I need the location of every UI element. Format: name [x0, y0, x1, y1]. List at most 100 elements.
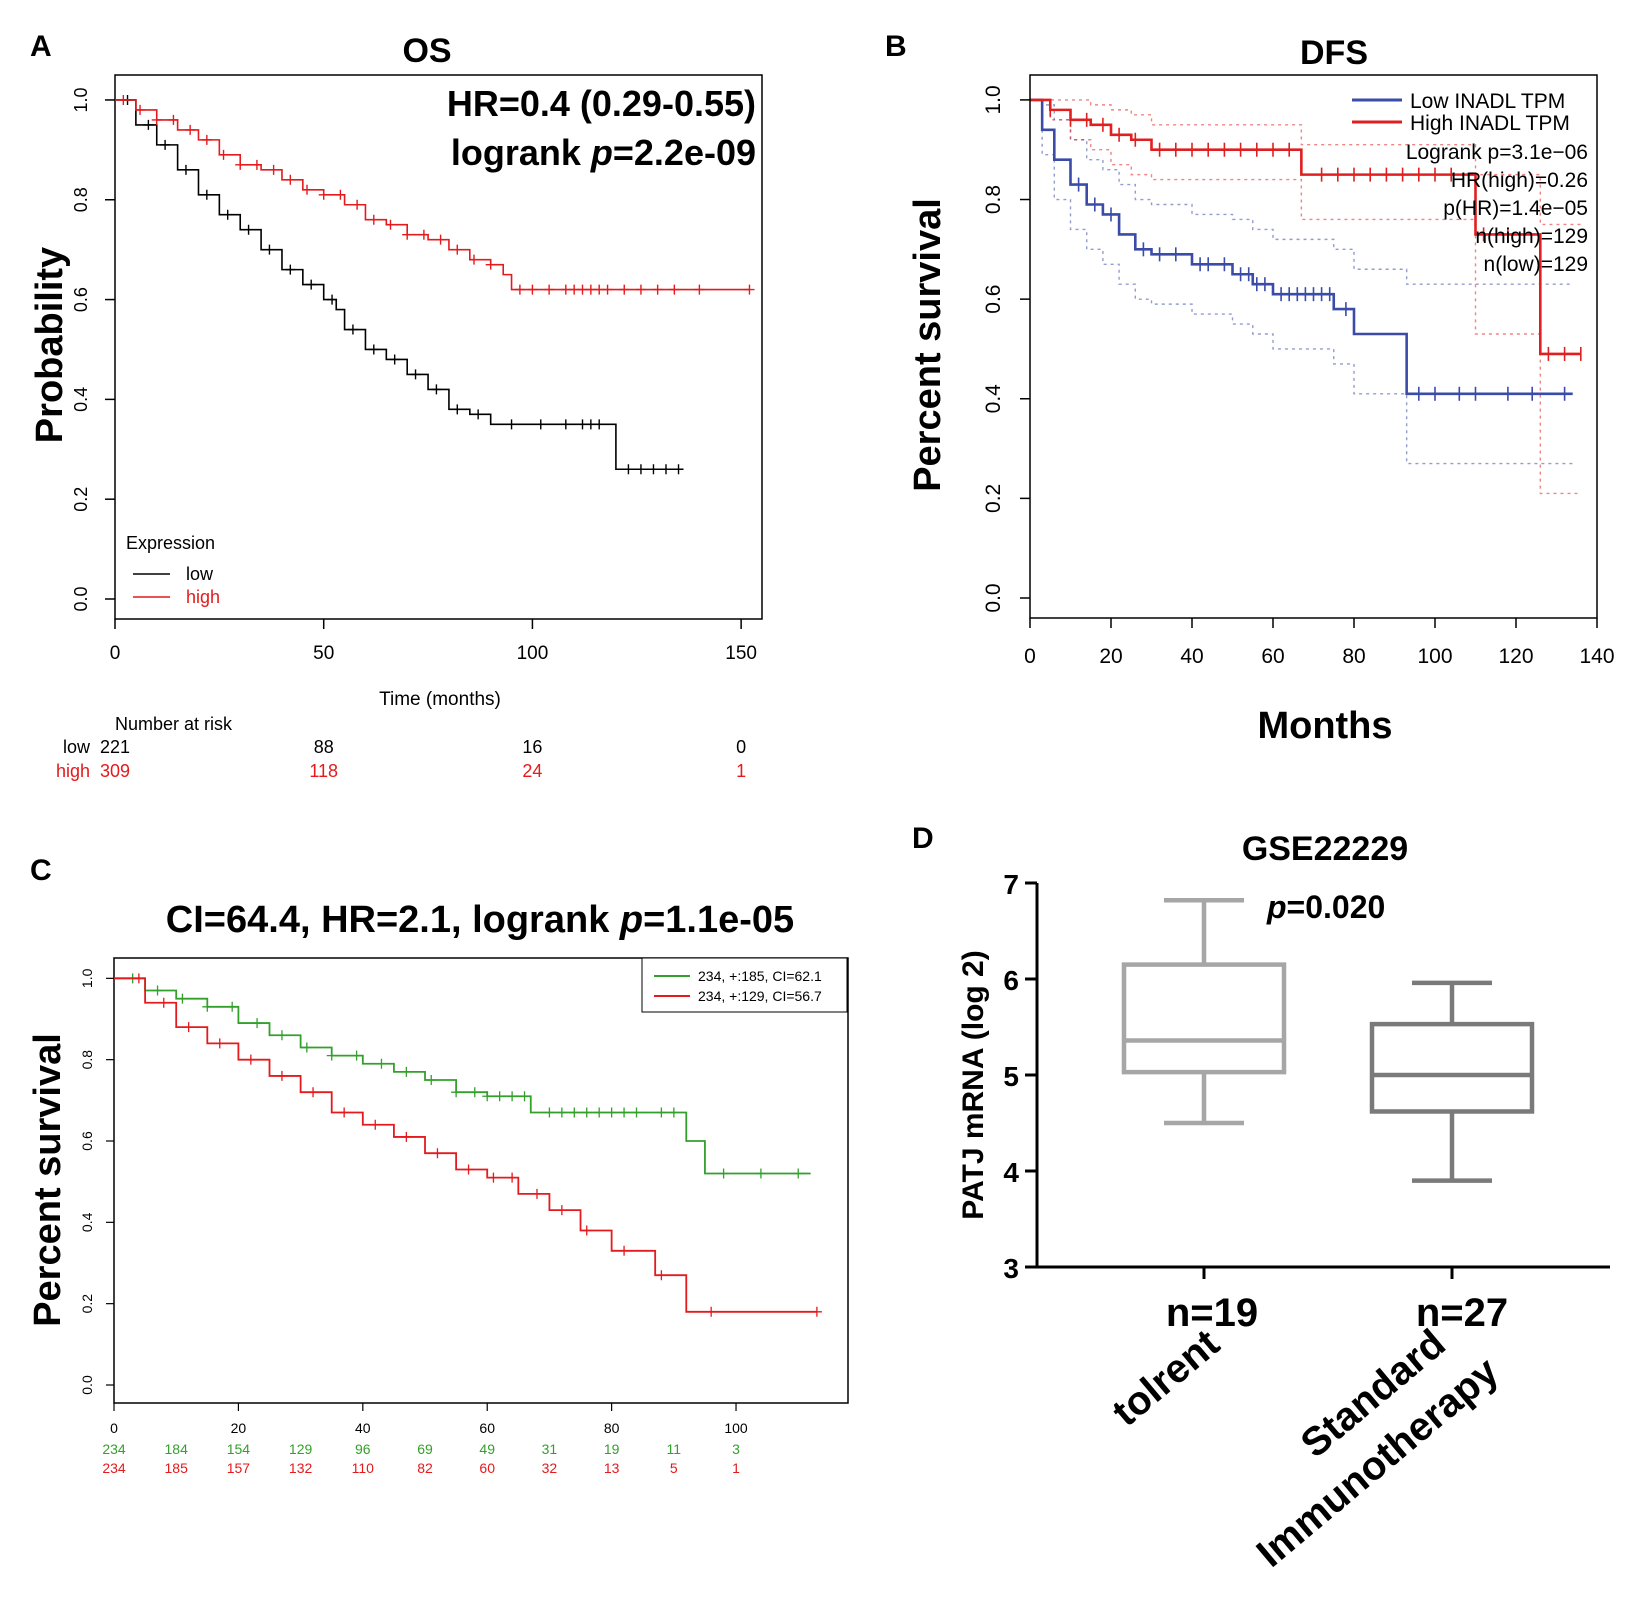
panel-d-group-label-1: tolrent [1104, 1321, 1228, 1435]
panel-d-axes: 3 4 5 6 7 [1003, 869, 1610, 1284]
panel-b-plot-frame [1029, 74, 1598, 619]
panel-b-x-ticks: 0 20 40 60 80 100 120 140 [1024, 618, 1615, 668]
panel-b-y-tick-label: 0.2 [982, 484, 1005, 513]
panel-a-legend-title: Expression [126, 533, 215, 553]
panel-c-censor-mark-red [432, 1148, 443, 1159]
panel-a-censor-mark-high [602, 284, 613, 295]
panel-c-series [114, 973, 822, 1317]
panel-c-risk-value: 157 [227, 1460, 251, 1476]
panel-b-x-tick-label: 80 [1342, 645, 1365, 668]
panel-a-risk-value: 221 [100, 737, 130, 757]
panel-c-series-line-red [114, 977, 817, 1313]
panel-a-risk-value: 88 [314, 737, 334, 757]
panel-c-risk-value: 132 [289, 1460, 313, 1476]
panel-b-y-tick-label: 0.4 [982, 384, 1005, 414]
panel-a-censor-mark-high [352, 199, 363, 210]
panel-b-title: DFS [1300, 34, 1368, 72]
panel-a-censor-mark-low [285, 264, 296, 275]
panel-b-x-tick-label: 120 [1498, 645, 1533, 668]
panel-a: A OS HR=0.4 (0.29-0.55) logrank p=2.2e-0… [29, 30, 763, 781]
panel-c-censor-mark-red [463, 1164, 474, 1175]
panel-a-censor-mark-high [527, 284, 538, 295]
panel-a-legend-high-label: high [186, 587, 220, 607]
panel-c-title-suffix: =1.1e-05 [643, 899, 794, 941]
panel-c-risk-value: 5 [670, 1460, 678, 1476]
panel-a-risk-value: 0 [736, 737, 746, 757]
panel-a-risk-value: 1 [736, 761, 746, 781]
panel-d-y-tick-label: 7 [1003, 869, 1019, 900]
panel-a-censor-mark-low [389, 354, 400, 365]
panel-a-censor-mark-high [577, 284, 588, 295]
panel-a-censor-mark-high [560, 284, 571, 295]
panel-c-risk-value: 129 [289, 1441, 313, 1457]
panel-a-censor-mark-high [168, 114, 179, 125]
panel-c-censor-mark-green [469, 1087, 480, 1098]
panel-c-censor-mark-red [488, 1172, 499, 1183]
panel-c-y-tick-label: 1.0 [79, 968, 95, 988]
panel-c-censor-mark-green [276, 1030, 287, 1041]
panel-c-risk-value: 13 [604, 1460, 620, 1476]
panel-b-stat-nlow: n(low)=129 [1484, 253, 1588, 276]
panel-c-risk-value: 154 [227, 1441, 251, 1457]
panel-b-x-tick-label: 140 [1579, 645, 1614, 668]
panel-c-risk-value: 110 [352, 1460, 375, 1476]
panel-b-y-tick-label: 0.8 [982, 185, 1005, 214]
panel-c-risk-value: 96 [355, 1441, 371, 1457]
panel-a-censor-mark-high [594, 284, 605, 295]
panel-a-censor-mark-low [506, 419, 517, 430]
panel-d-p-value: =0.020 [1287, 889, 1386, 925]
panel-c-y-tick-label: 0.8 [79, 1050, 95, 1070]
panel-c-censor-mark-green [594, 1107, 605, 1118]
panel-c-censor-mark-green [401, 1066, 412, 1077]
panel-a-censor-mark-high [435, 234, 446, 245]
panel-d-box [1369, 1021, 1535, 1114]
panel-b-ci-upper-low [1030, 99, 1573, 285]
panel-a-series-line-high [115, 99, 750, 291]
panel-c-risk-value: 1 [732, 1460, 740, 1476]
panel-c-title-p: p [619, 899, 643, 941]
panel-c-censor-mark-green [656, 1107, 667, 1118]
panel-c-x-tick-label: 80 [604, 1420, 620, 1436]
panel-c-censor-mark-green [606, 1107, 617, 1118]
panel-letter-d: D [912, 822, 934, 855]
panel-c-risk-value: 82 [417, 1460, 433, 1476]
panel-a-censor-mark-low [347, 324, 358, 335]
panel-a-x-label: Time (months) [379, 689, 501, 710]
panel-letter-b: B [885, 30, 907, 63]
panel-b-y-ticks: 0.0 0.2 0.4 0.6 0.8 1.0 [982, 85, 1030, 613]
panel-c-title: CI=64.4, HR=2.1, logrank p=1.1e-05 [166, 899, 794, 941]
panel-c-risk-value: 3 [732, 1441, 740, 1457]
panel-a-y-tick-label: 0.6 [71, 287, 91, 312]
panel-b-x-tick-label: 60 [1261, 645, 1284, 668]
panel-c-censor-mark-green [326, 1050, 337, 1061]
panel-a-series [115, 94, 755, 475]
panel-a-censor-mark-low [410, 369, 421, 380]
panel-a-y-tick-label: 0.0 [71, 586, 91, 611]
panel-a-censor-mark-high [402, 229, 413, 240]
panel-a-x-tick-label: 0 [110, 643, 121, 664]
panel-c-plot-frame [113, 957, 849, 1404]
panel-c-censor-mark-green [177, 993, 188, 1004]
panel-a-censor-mark-high [585, 284, 596, 295]
panel-a-censor-mark-high [744, 284, 755, 295]
panel-a-censor-mark-high [544, 284, 555, 295]
panel-b-x-tick-label: 20 [1099, 645, 1122, 668]
panel-a-censor-mark-high [118, 94, 129, 105]
panel-b-stat-nhigh: n(high)=129 [1475, 225, 1588, 248]
panel-c-censor-mark-red [339, 1107, 350, 1118]
panel-c-risk-value: 69 [417, 1441, 433, 1457]
panel-c-risk-value: 19 [604, 1441, 620, 1457]
panel-a-censor-mark-high [385, 219, 396, 230]
panel-c-censor-mark-red [619, 1245, 630, 1256]
panel-a-hr-annotation: HR=0.4 (0.29-0.55) [447, 83, 756, 124]
panel-a-censor-mark-low [306, 279, 317, 290]
panel-c-censor-mark-green [351, 1050, 362, 1061]
panel-a-censor-mark-low [577, 419, 588, 430]
panel-a-censor-mark-high [418, 229, 429, 240]
panel-a-censor-mark-low [201, 189, 212, 200]
panel-a-censor-mark-low [452, 404, 463, 415]
panel-letter-a: A [30, 30, 52, 63]
panel-d-p-italic: p [1266, 889, 1287, 925]
